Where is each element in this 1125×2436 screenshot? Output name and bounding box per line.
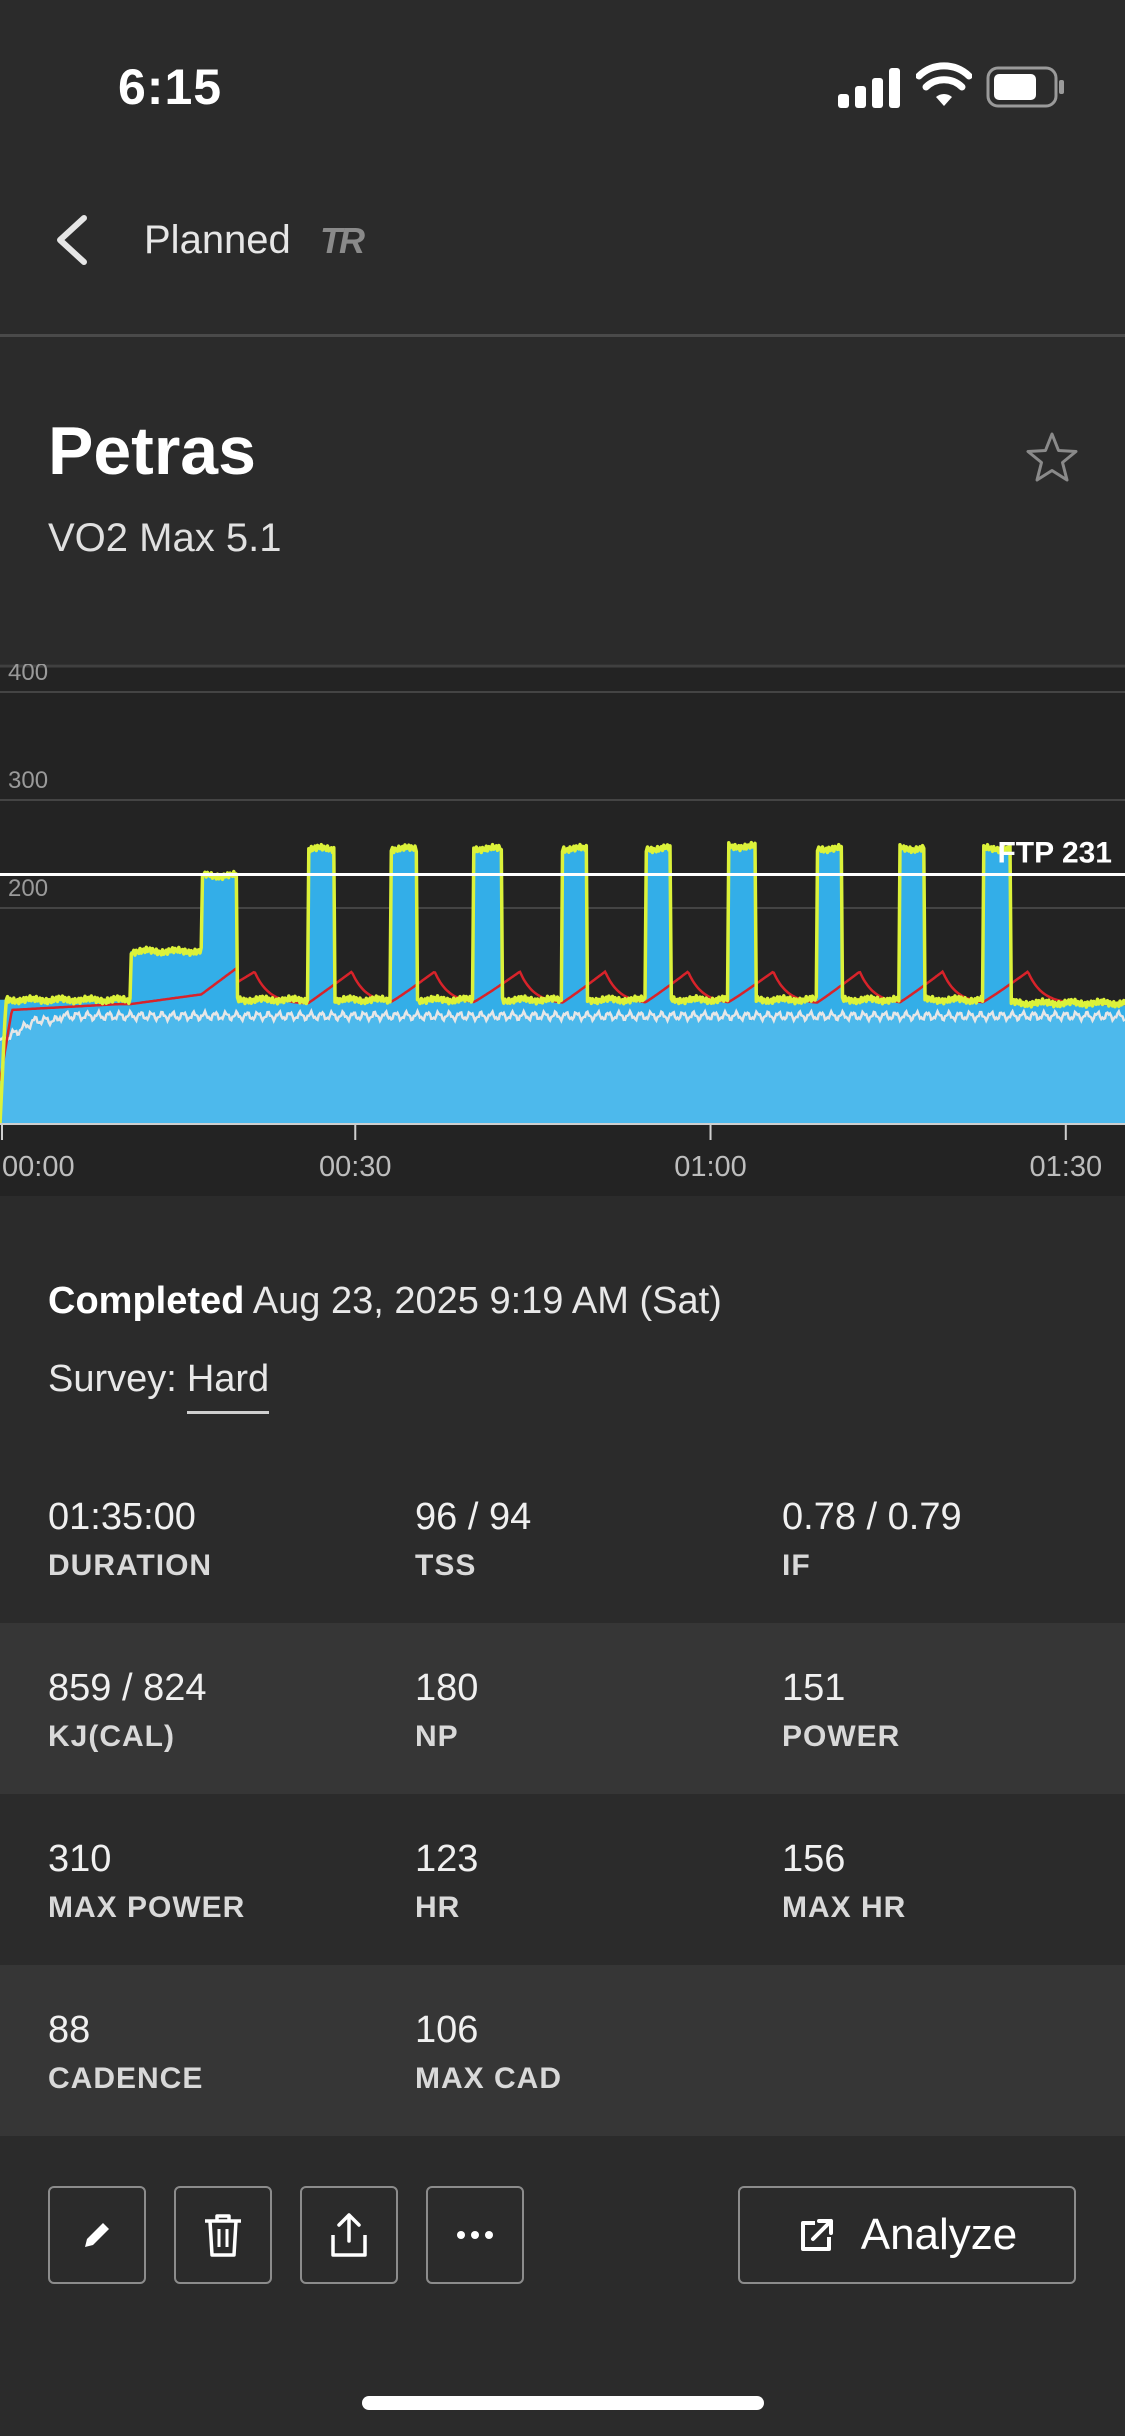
external-link-icon [800, 2219, 833, 2251]
header-divider [0, 334, 1125, 337]
analyze-label: Analyze [860, 2210, 1018, 2259]
wifi-icon [916, 62, 972, 106]
cellular-signal-icon [838, 68, 900, 108]
stat-np: 180 NP [415, 1667, 479, 1753]
delete-button[interactable] [174, 2186, 272, 2284]
analyze-button[interactable]: Analyze [738, 2186, 1076, 2284]
more-button[interactable] [426, 2186, 524, 2284]
stat-if: 0.78 / 0.79 IF [782, 1496, 962, 1582]
edit-button[interactable] [48, 2186, 146, 2284]
workout-chart-svg: 400 300 200 FTP 231 00:00 00:30 01:00 01:30 [0, 664, 1125, 1196]
stats-grid: 01:35:00 DURATION 96 / 94 TSS 0.78 / 0.79 I… [0, 1452, 1125, 2136]
share-button[interactable] [300, 2186, 398, 2284]
battery-icon [986, 66, 1064, 108]
stat-kj: 859 / 824 KJ(CAL) [48, 1667, 207, 1753]
workout-chart[interactable]: 400 300 200 FTP 231 00:00 00:30 01:00 01:30 [0, 664, 1125, 1196]
stats-row: 859 / 824 KJ(CAL) 180 NP 151 POWER [0, 1623, 1125, 1794]
home-indicator [362, 2396, 764, 2410]
stat-max-hr: 156 MAX HR [782, 1838, 907, 1924]
workout-subtitle: VO2 Max 5.1 [48, 516, 282, 560]
status-time: 6:15 [118, 59, 223, 115]
stats-row: 01:35:00 DURATION 96 / 94 TSS 0.78 / 0.79 I… [0, 1452, 1125, 1623]
workout-title: Petras [48, 413, 256, 489]
stat-power: 151 POWER [782, 1667, 901, 1753]
cadence-area [0, 1013, 1125, 1124]
stats-row: 88 CADENCE 106 MAX CAD [0, 1965, 1125, 2136]
heart-rate-line [0, 966, 1125, 1082]
power-line [0, 840, 1125, 1125]
more-icon [457, 2231, 493, 2239]
trainerroad-logo: TR [320, 220, 365, 261]
stat-duration: 01:35:00 DURATION [48, 1496, 213, 1582]
stat-hr: 123 HR [415, 1838, 479, 1924]
star-icon[interactable] [1022, 428, 1082, 488]
y-tick-label: 200 [8, 875, 48, 902]
cadence-line [0, 1007, 1125, 1045]
stat-max-power: 310 MAX POWER [48, 1838, 246, 1924]
x-tick-label: 00:30 [319, 1151, 392, 1183]
x-tick-label: 01:00 [674, 1151, 747, 1183]
stat-cadence: 88 CADENCE [48, 2009, 204, 2095]
nav-title[interactable]: Planned [144, 218, 291, 262]
stat-tss: 96 / 94 TSS [415, 1496, 532, 1582]
completed-info: Completed Aug 23, 2025 9:19 AM (Sat) [48, 1280, 722, 1323]
trash-icon [205, 2214, 241, 2257]
back-chevron-icon[interactable] [46, 210, 96, 270]
survey-value[interactable]: Hard [186, 1358, 270, 1414]
x-tick-label: 01:30 [1030, 1151, 1103, 1183]
share-icon [331, 2213, 367, 2257]
survey-label: Survey: [48, 1358, 177, 1400]
pencil-icon [85, 2223, 109, 2247]
ftp-label: FTP 231 [997, 837, 1112, 870]
x-tick-label: 00:00 [2, 1151, 75, 1183]
stats-row: 310 MAX POWER 123 HR 156 MAX HR [0, 1794, 1125, 1965]
survey-info: Survey: Hard [48, 1358, 270, 1414]
stat-max-cad: 106 MAX CAD [415, 2009, 562, 2095]
y-tick-label: 300 [8, 767, 48, 794]
completed-label: Completed [48, 1280, 245, 1322]
completed-datetime: Aug 23, 2025 9:19 AM (Sat) [252, 1280, 722, 1322]
y-tick-label: 400 [8, 664, 48, 686]
